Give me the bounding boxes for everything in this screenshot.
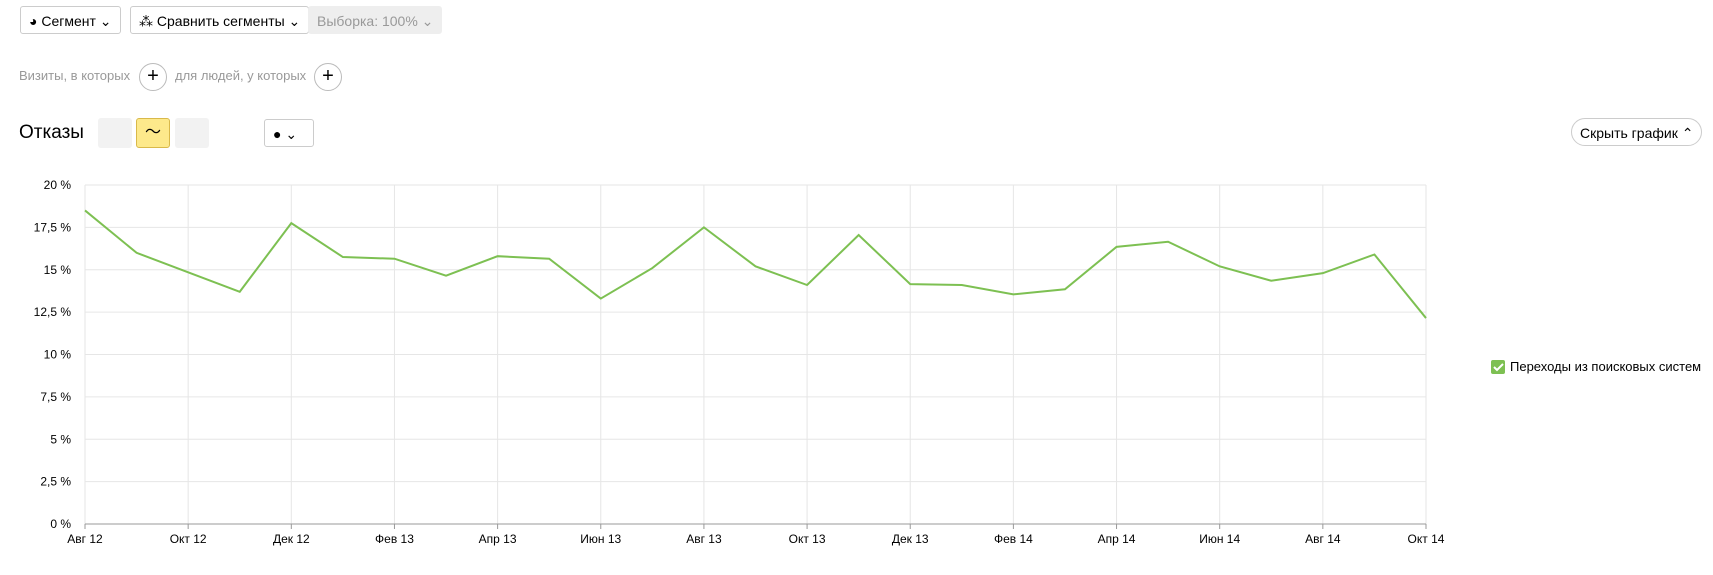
sample-button[interactable]: Выборка: 100% ⌄ — [308, 6, 443, 34]
area-view[interactable] — [175, 118, 209, 148]
label: Сравнить сегменты — [156, 13, 285, 29]
segment-button[interactable]: ◕ Сегмент ⌄ — [20, 6, 121, 34]
x-tick-label: Апр 13 — [479, 532, 517, 546]
x-tick-label: Авг 12 — [67, 532, 103, 546]
hide-chart-button[interactable]: Скрыть график ⌃ — [1571, 118, 1703, 146]
x-tick-label: Фев 14 — [994, 532, 1033, 546]
legend-label: Переходы из поисковых систем — [1510, 359, 1701, 374]
x-tick-label: Дек 13 — [892, 532, 929, 546]
y-tick-label: 2,5 % — [40, 475, 71, 489]
label: Сегмент — [41, 13, 96, 29]
add-people-filter[interactable]: + — [314, 63, 342, 91]
bar-view[interactable] — [214, 118, 248, 148]
y-tick-label: 5 % — [50, 432, 71, 446]
y-tick-label: 0 % — [50, 517, 71, 531]
y-tick-label: 12,5 % — [34, 305, 72, 319]
x-tick-label: Фев 13 — [375, 532, 414, 546]
x-tick-label: Дек 12 — [273, 532, 310, 546]
x-tick-label: Апр 14 — [1098, 532, 1136, 546]
x-tick-label: Окт 13 — [789, 532, 826, 546]
legend-check — [1493, 363, 1504, 372]
x-tick-label: Июн 14 — [1199, 532, 1240, 546]
legend-checkbox — [1491, 360, 1505, 374]
visits-label: Визиты, в которых — [19, 68, 131, 83]
report-title: Отказы — [19, 122, 84, 143]
y-tick-label: 20 % — [44, 178, 72, 192]
annotation-button[interactable]: ● ⌄ — [264, 119, 314, 147]
people-label: для людей, у которых — [175, 68, 307, 83]
x-tick-label: Авг 14 — [1305, 532, 1341, 546]
x-tick-label: Окт 14 — [1408, 532, 1445, 546]
y-tick-label: 17,5 % — [34, 220, 72, 234]
x-tick-label: Авг 13 — [686, 532, 722, 546]
compare-button[interactable]: ⁂ Сравнить сегменты ⌄ — [130, 6, 310, 34]
y-tick-label: 7,5 % — [40, 390, 71, 404]
add-visit-filter[interactable]: + — [139, 63, 167, 91]
x-tick-label: Июн 13 — [580, 532, 621, 546]
series-line — [84, 209, 1427, 319]
pie-view[interactable] — [98, 118, 132, 148]
x-tick-label: Окт 12 — [170, 532, 207, 546]
y-tick-label: 15 % — [44, 263, 72, 277]
y-tick-label: 10 % — [44, 348, 72, 362]
label: Скрыть график — [1580, 125, 1678, 141]
line-view[interactable]: 〜 — [136, 118, 170, 148]
label: Выборка: 100% — [317, 13, 418, 29]
